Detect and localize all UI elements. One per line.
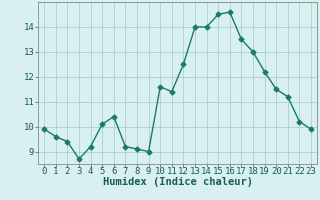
X-axis label: Humidex (Indice chaleur): Humidex (Indice chaleur) <box>103 177 252 187</box>
